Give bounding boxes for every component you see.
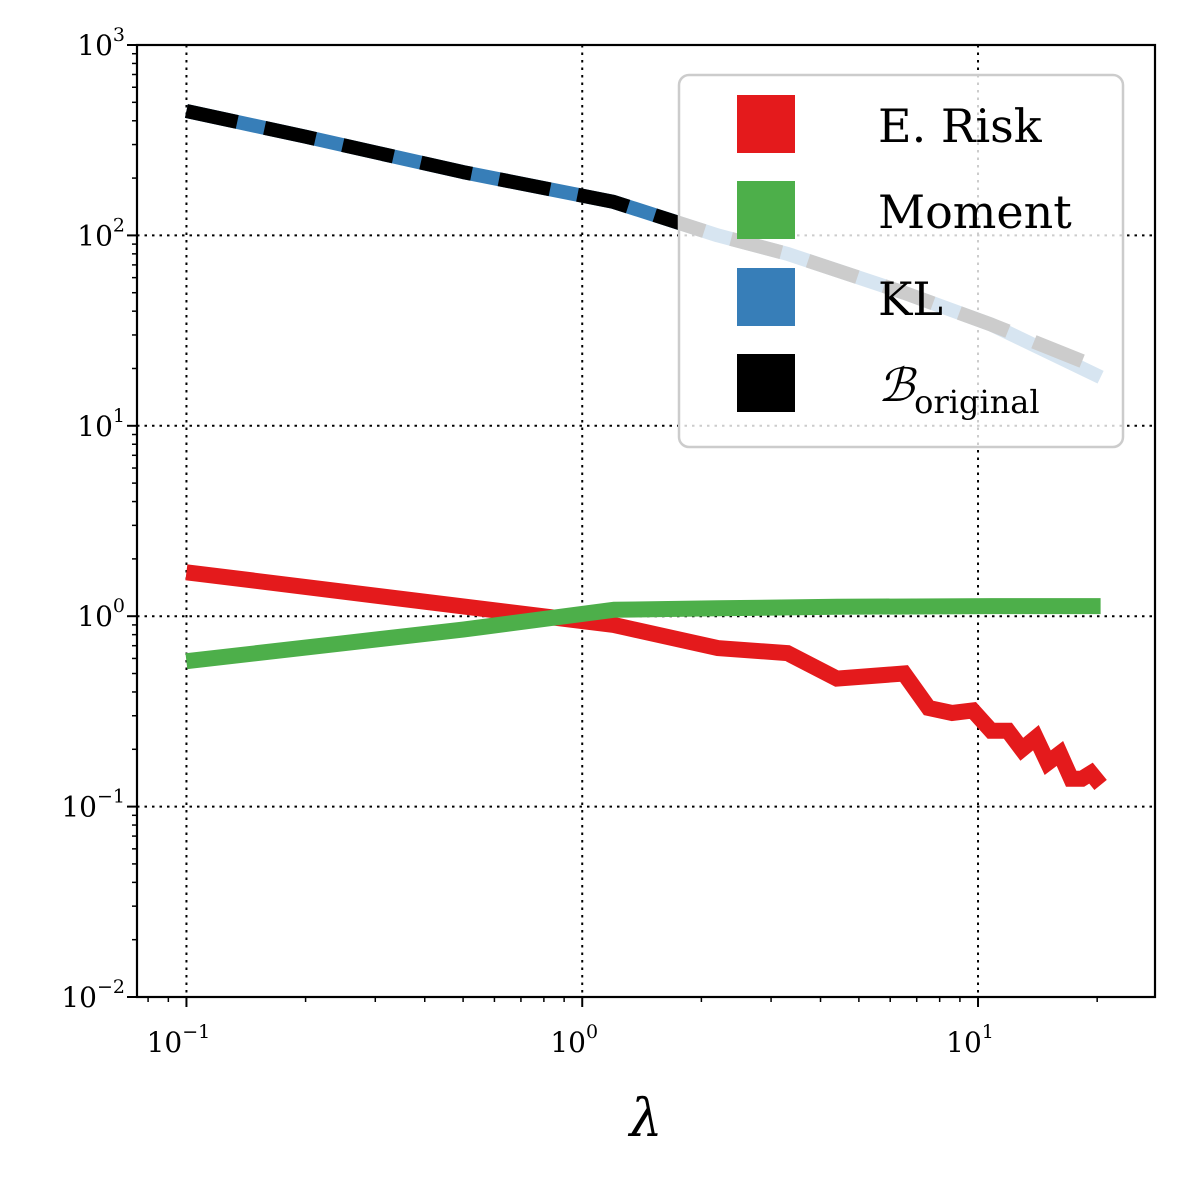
y-tick-label: 103 <box>77 24 125 62</box>
y-tick-label: 100 <box>77 595 125 633</box>
legend-label: Moment <box>878 185 1072 239</box>
legend-swatch <box>737 354 795 412</box>
y-tick-label: 101 <box>77 405 125 443</box>
legend-swatch <box>737 95 795 153</box>
series-line-e-risk <box>185 564 1107 790</box>
legend-label: E. Risk <box>878 99 1043 153</box>
x-axis-label: λ <box>628 1089 663 1149</box>
legend-label: KL <box>878 272 943 326</box>
plot-frame <box>135 43 1157 999</box>
legend-swatch <box>737 181 795 239</box>
x-tick-label: 10−1 <box>147 1021 211 1059</box>
legend-swatch <box>737 268 795 326</box>
ticks: 10−1 100 101 10−2 10−1 100 101 102 103 <box>61 24 1098 1059</box>
y-tick-label: 10−2 <box>61 976 125 1014</box>
x-tick-label: 100 <box>550 1021 598 1059</box>
legend-label: ℬoriginal <box>878 358 1040 421</box>
y-tick-label: 102 <box>77 214 125 252</box>
series-line-moment <box>185 598 1101 670</box>
y-tick-label: 10−1 <box>61 786 125 824</box>
x-tick-label: 101 <box>946 1021 994 1059</box>
legend: E. Risk Moment KL ℬoriginal <box>677 73 1125 449</box>
